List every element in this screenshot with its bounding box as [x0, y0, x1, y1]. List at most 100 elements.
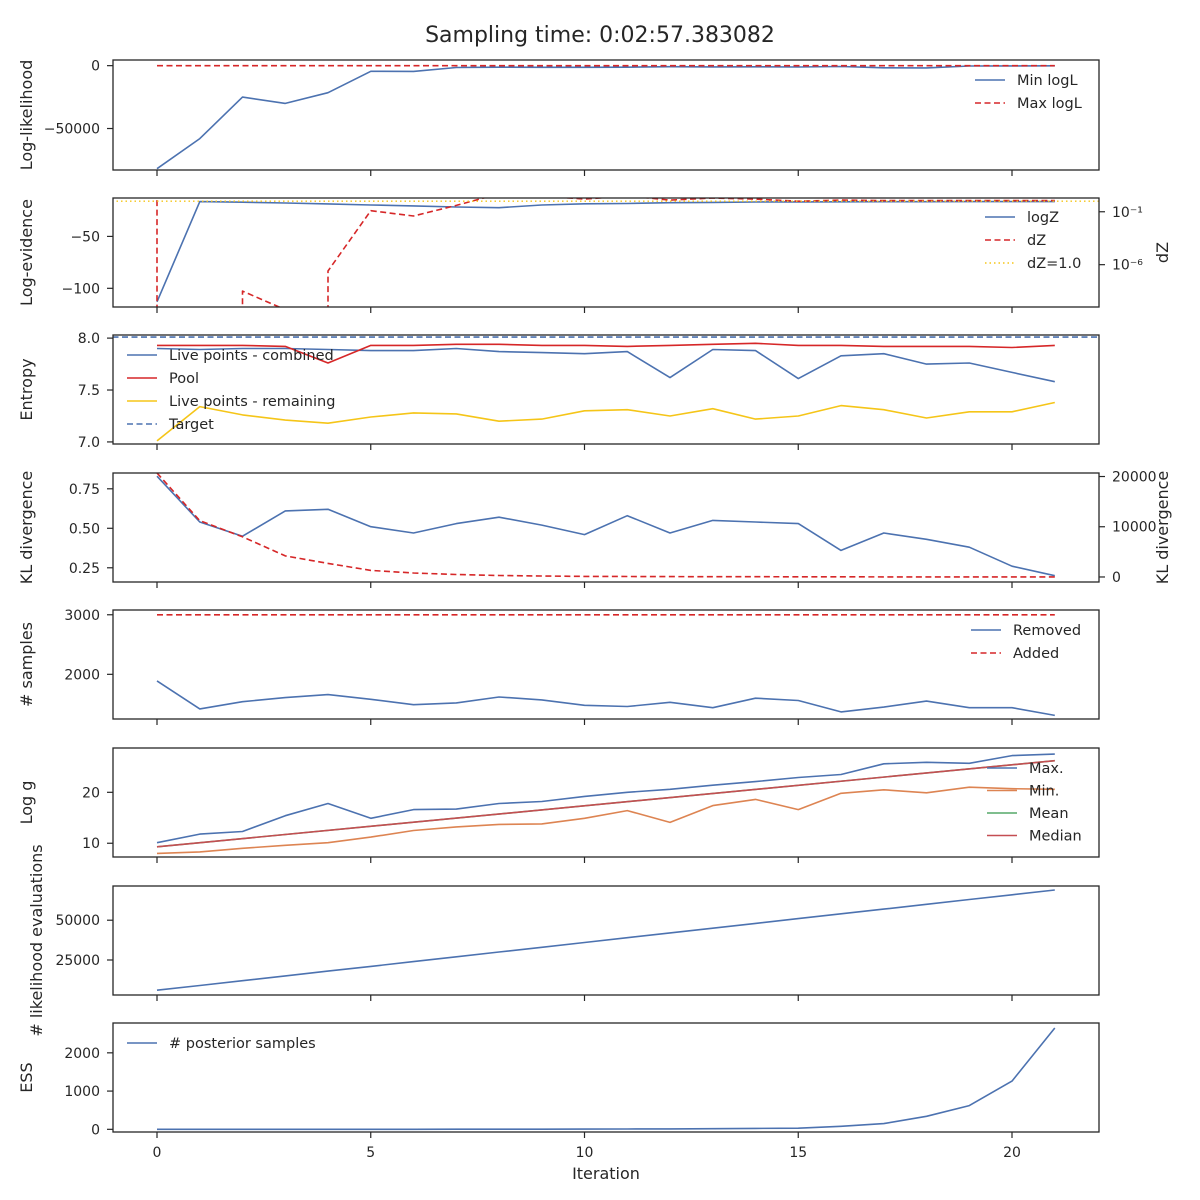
p3-ytick-label-2: 7.0 [78, 435, 100, 451]
p1-legend: Min logL Max logL [975, 73, 1082, 112]
p1-axes-frame [112, 59, 1100, 171]
p7-series [156, 889, 1055, 991]
panel-p1: 0 −50000 Log-likelihood Min logL Max logL [17, 59, 1100, 176]
p2-right-ylabel: dZ [1153, 242, 1172, 263]
p3-series-0-line [156, 347, 1055, 383]
panel-p8: 0 5 10 15 20 2000 1000 0 ESS # posterior samples [17, 1022, 1100, 1161]
p6-legend-label-2: Mean [1029, 806, 1069, 822]
p3-legend-label-3: Target [168, 417, 214, 433]
p4-ytick-label-1: 0.50 [69, 521, 100, 537]
p7-ytick-label-0: 50000 [55, 913, 100, 929]
p4-ylabel: KL divergence [17, 471, 36, 584]
p3-legend-label-1: Pool [169, 371, 199, 387]
panel-p7: 50000 25000 # likelihood evaluations [27, 844, 1100, 1037]
p7-series-0-line [156, 889, 1055, 991]
p6-axes-frame [112, 747, 1100, 858]
p8-legend-label-0: # posterior samples [169, 1036, 316, 1052]
p4-axes-frame [112, 472, 1100, 583]
p3-legend-label-2: Live points - remaining [169, 394, 335, 410]
p1-series [156, 64, 1055, 170]
p8-ytick-label-0: 2000 [64, 1046, 100, 1062]
p8-legend: # posterior samples [127, 1036, 316, 1052]
p5-series [156, 613, 1055, 717]
p6-legend-label-1: Min. [1029, 784, 1059, 800]
p4-series-1-line [156, 473, 1055, 578]
p4-right-ytick-label-1: 10000 [1112, 520, 1157, 536]
p1-ylabel: Log-likelihood [17, 60, 36, 171]
p6-legend-label-3: Median [1029, 829, 1082, 845]
p2-legend-label-2: dZ=1.0 [1027, 256, 1081, 272]
p2-legend-label-1: dZ [1027, 233, 1046, 249]
p6-legend-label-0: Max. [1029, 761, 1064, 777]
p4-right-ylabel: KL divergence [1153, 471, 1172, 584]
p5-legend: Removed Added [971, 623, 1081, 662]
x-tick-label-3: 15 [789, 1145, 807, 1161]
p5-ytick-label-0: 3000 [64, 608, 100, 624]
p5-axes-frame [112, 609, 1100, 720]
p2-series-1-line [156, 198, 1055, 307]
p2-legend-label-0: logZ [1027, 210, 1059, 226]
p3-series-1-line [157, 342, 1055, 364]
figure-title: Sampling time: 0:02:57.383082 [425, 23, 775, 48]
p7-ylabel: # likelihood evaluations [27, 844, 46, 1036]
p5-ylabel: # samples [17, 622, 36, 707]
p6-series-3-line [156, 759, 1055, 848]
panel-p2: −50 −100 10⁻¹ 10⁻⁶ Log-evidence dZ logZ dZ dZ=1.… [17, 197, 1172, 313]
p3-legend: Live points - combined Pool Live points - … [127, 348, 335, 433]
p8-axes-frame [112, 1022, 1100, 1133]
p7-axes-frame [112, 885, 1100, 996]
p3-ytick-label-1: 7.5 [78, 383, 100, 399]
p2-right-ytick-label-1: 10⁻⁶ [1112, 258, 1143, 274]
p5-legend-label-1: Added [1013, 646, 1059, 662]
panel-p6: 20 10 Log g Max. Min. Mean Median [17, 747, 1100, 863]
p6-series-0-line [156, 753, 1055, 844]
p4-ytick-label-2: 0.25 [69, 561, 100, 577]
p3-series [113, 336, 1099, 442]
p1-legend-label-0: Min logL [1017, 73, 1078, 89]
p6-series [156, 753, 1055, 855]
panel-p5: 3000 2000 # samples Removed Added [17, 608, 1100, 725]
p4-ytick-label-0: 0.75 [69, 482, 100, 498]
p8-ylabel: ESS [17, 1062, 36, 1092]
x-tick-label-1: 5 [366, 1145, 375, 1161]
p2-axes-frame [112, 197, 1100, 308]
p2-series [113, 198, 1099, 307]
p6-ytick-label-1: 10 [82, 836, 100, 852]
p4-right-ytick-label-2: 0 [1112, 570, 1121, 586]
x-tick-label-4: 20 [1003, 1145, 1021, 1161]
x-tick-label-2: 10 [576, 1145, 594, 1161]
p6-legend: Max. Min. Mean Median [987, 761, 1082, 845]
p3-series-2-line [156, 401, 1055, 442]
p8-series [157, 1027, 1056, 1131]
p6-ylabel: Log g [17, 781, 36, 825]
p2-series-0-line [156, 200, 1055, 303]
p1-ytick-label-1: −50000 [44, 122, 100, 138]
p1-ytick-label-0: 0 [91, 59, 100, 75]
p2-right-ytick-label-0: 10⁻¹ [1112, 205, 1143, 221]
p2-ytick-label-0: −50 [70, 229, 100, 245]
p5-ytick-label-1: 2000 [64, 667, 100, 683]
x-tick-label-0: 0 [153, 1145, 162, 1161]
p4-right-ytick-label-0: 20000 [1112, 470, 1157, 486]
p2-legend: logZ dZ dZ=1.0 [985, 210, 1081, 272]
x-axis-label: Iteration [572, 1164, 640, 1183]
p4-series [156, 473, 1055, 578]
p3-ytick-label-0: 8.0 [78, 331, 100, 347]
p3-ylabel: Entropy [17, 358, 36, 420]
p4-series-0-line [156, 475, 1055, 577]
p6-series-1-line [156, 786, 1055, 855]
p1-legend-label-1: Max logL [1017, 96, 1082, 112]
p2-ytick-label-1: −100 [62, 281, 100, 297]
p8-ytick-label-1: 1000 [64, 1084, 100, 1100]
p6-ytick-label-0: 20 [82, 785, 100, 801]
p5-series-0-line [156, 680, 1055, 717]
p8-ytick-label-2: 0 [91, 1122, 100, 1138]
p3-legend-label-0: Live points - combined [169, 348, 334, 364]
p2-ylabel: Log-evidence [17, 199, 36, 306]
p8-series-0-line [157, 1027, 1056, 1131]
p5-legend-label-0: Removed [1013, 623, 1081, 639]
p7-ytick-label-1: 25000 [55, 953, 100, 969]
panel-p4: 0.75 0.50 0.25 20000 10000 0 KL divergence KL d… [17, 470, 1172, 588]
p1-series-0-line [156, 65, 1055, 170]
